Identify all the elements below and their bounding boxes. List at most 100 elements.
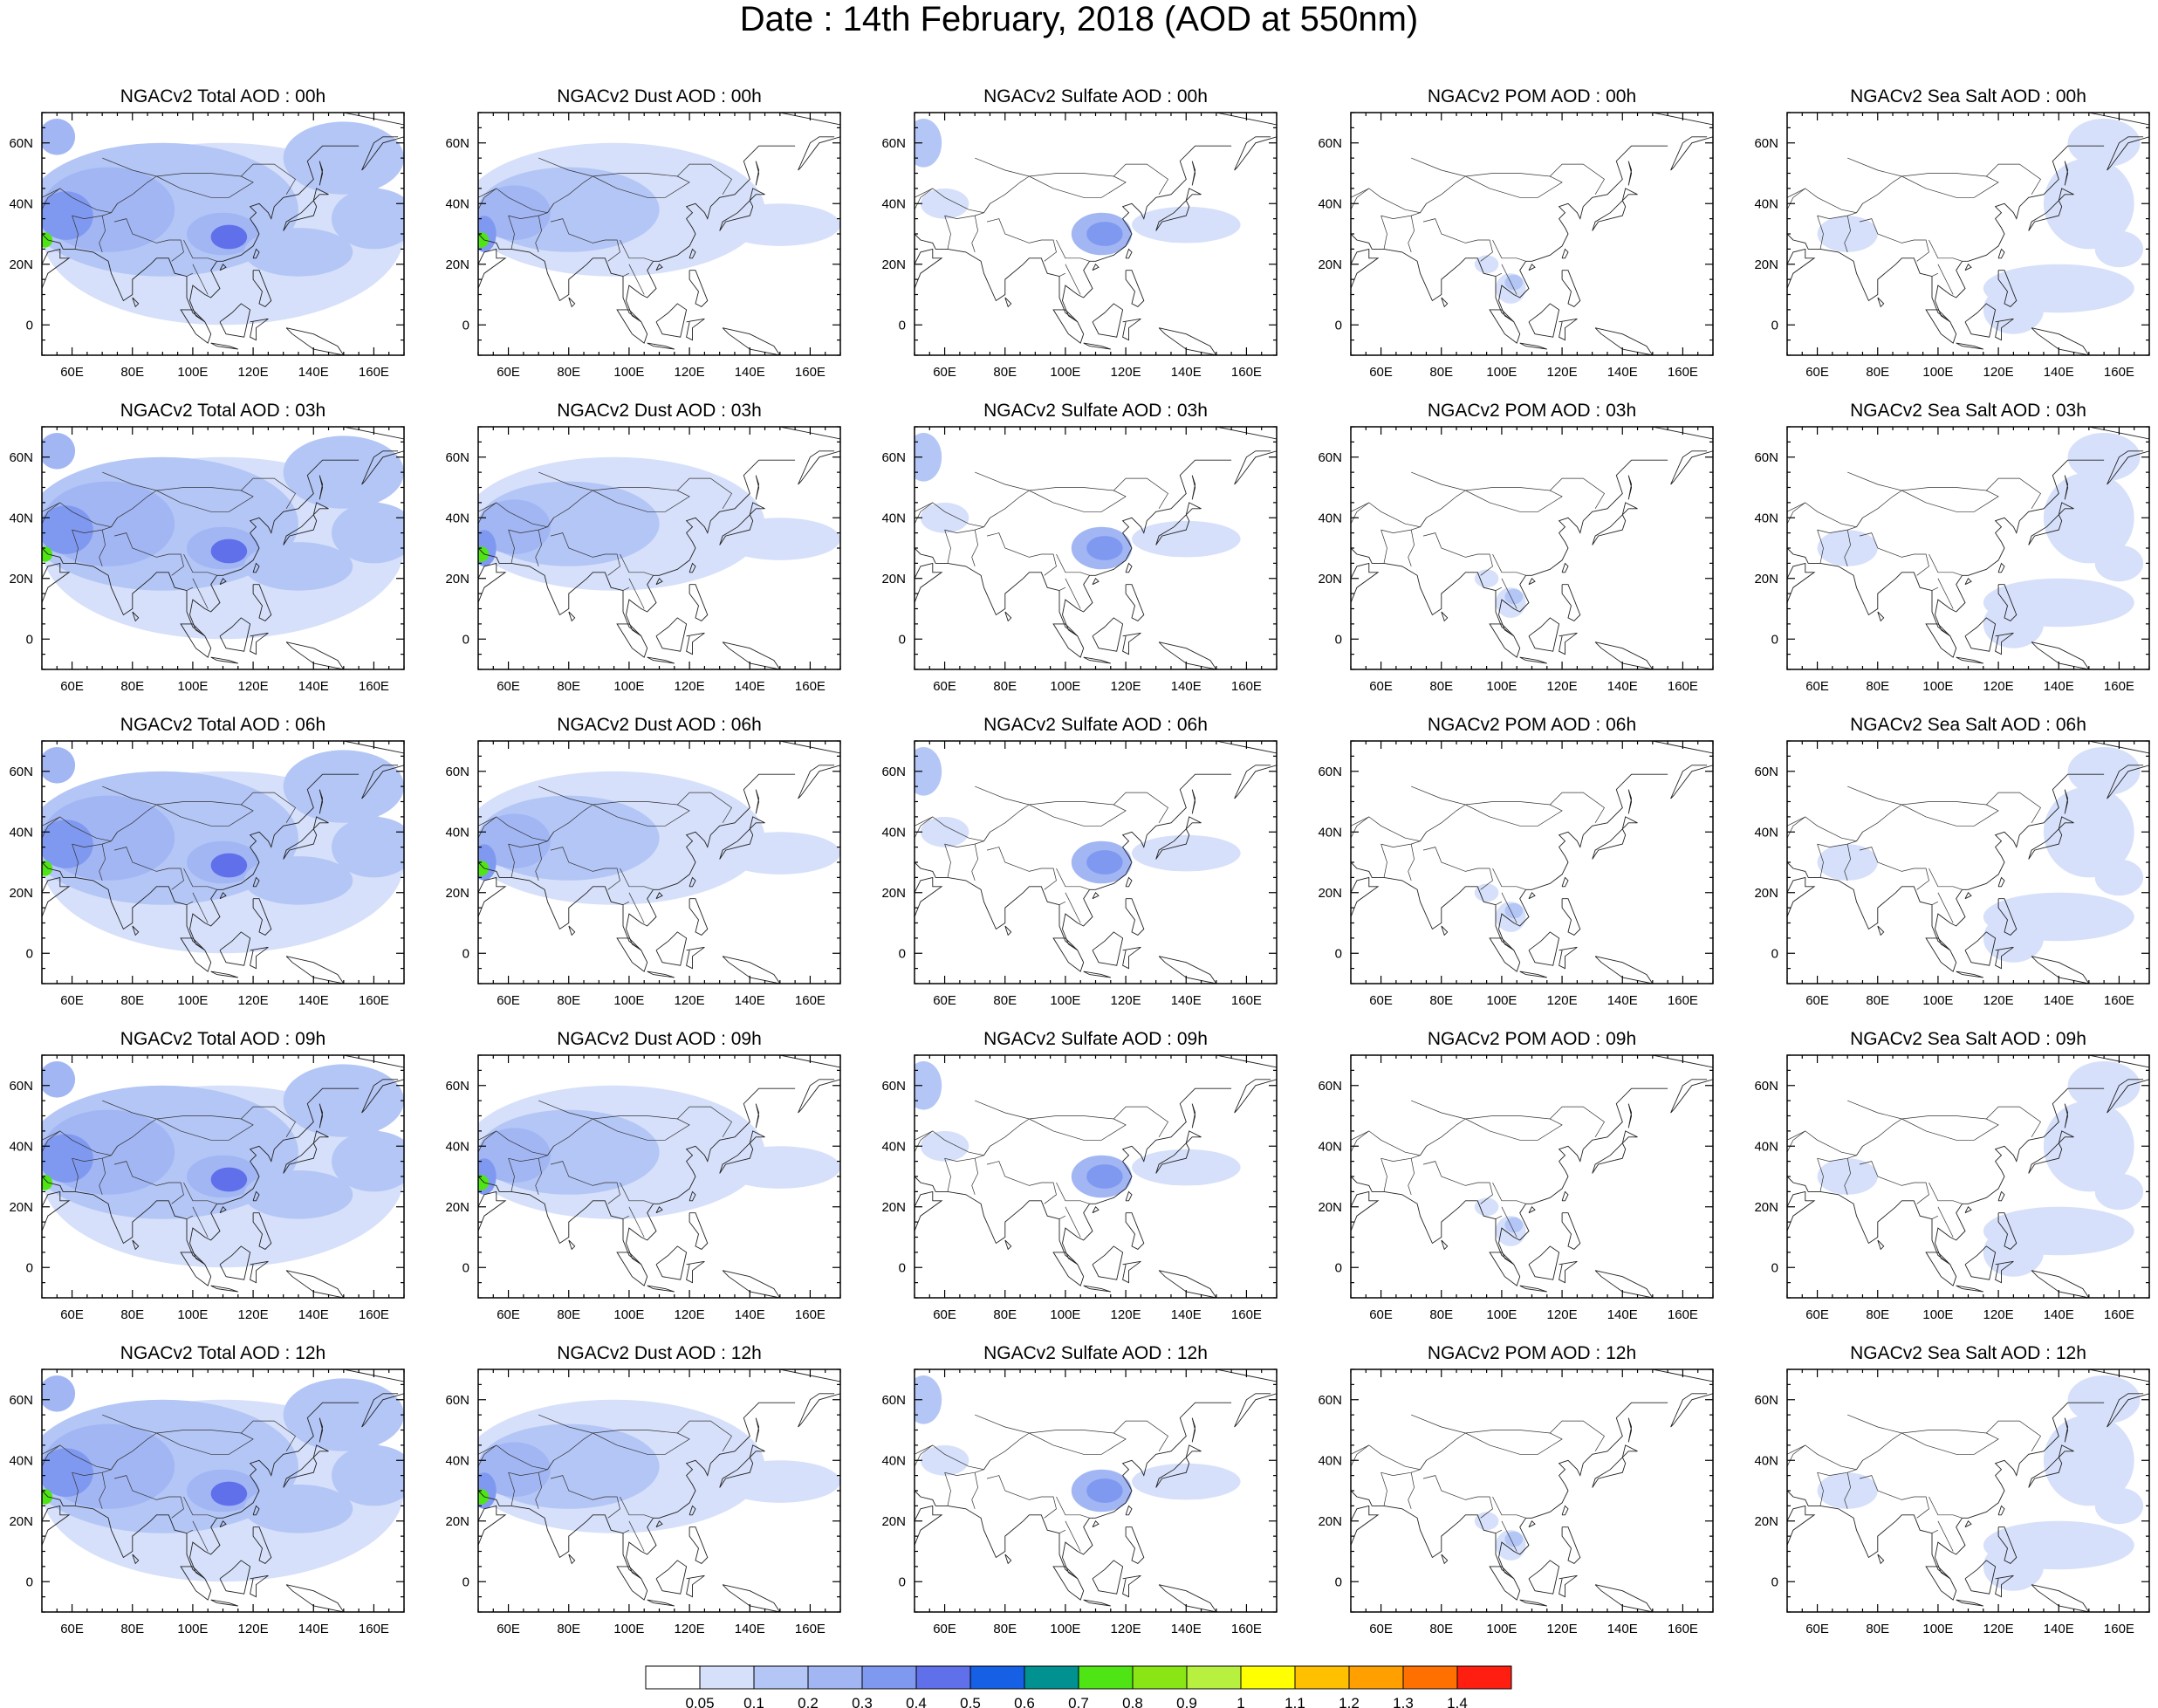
coastline — [1158, 327, 1217, 355]
coastline — [1956, 1285, 1983, 1293]
coastline — [1592, 816, 1638, 860]
coastline — [1351, 248, 1380, 289]
country-border — [1351, 502, 1370, 525]
country-border — [102, 1414, 296, 1451]
lon-tick-label: 60E — [497, 1622, 520, 1636]
country-border — [1847, 785, 2041, 823]
lon-tick-label: 160E — [795, 993, 826, 1008]
country-border — [113, 847, 184, 890]
coastlines — [1351, 1055, 1713, 1298]
coastline — [1234, 1079, 1277, 1114]
colorbar-label: 1.3 — [1393, 1695, 1414, 1708]
colorbar-swatch — [915, 1665, 971, 1690]
country-border — [620, 1496, 654, 1519]
coastline — [1561, 1190, 1569, 1202]
country-border — [620, 868, 654, 890]
lon-tick-label: 160E — [795, 365, 826, 380]
coastline — [1561, 1526, 1581, 1564]
country-border — [72, 529, 79, 564]
aod-contour — [478, 1489, 490, 1505]
aod-contour — [1086, 536, 1123, 560]
country-border — [1787, 816, 1806, 839]
country-border — [1495, 901, 1503, 906]
country-border — [42, 502, 61, 525]
colorbar-swatch — [1078, 1665, 1134, 1690]
lon-tick-label: 160E — [1668, 679, 1698, 694]
coastline — [1122, 946, 1141, 970]
coastline — [1594, 1270, 1654, 1298]
coastline — [647, 656, 675, 664]
country-border — [1501, 892, 1517, 923]
coastline — [1083, 1599, 1111, 1607]
coastline — [42, 1190, 71, 1231]
country-border — [593, 1118, 690, 1141]
coastline — [1594, 641, 1654, 669]
coastline — [132, 1554, 140, 1565]
country-border — [1901, 175, 1999, 198]
coastline — [250, 946, 269, 970]
country-border — [1411, 471, 1605, 509]
lon-tick-label: 80E — [993, 1622, 1017, 1636]
country-border — [1495, 272, 1503, 277]
lon-tick-label: 60E — [497, 1307, 520, 1322]
aod-contour — [42, 191, 93, 240]
lat-tick-label: 40N — [1754, 1453, 1778, 1468]
lat-tick-label: 40N — [1318, 1139, 1342, 1154]
lon-tick-label: 60E — [60, 993, 84, 1008]
lat-tick-label: 40N — [9, 1139, 33, 1154]
coastline — [285, 1270, 345, 1298]
coastline — [132, 1239, 140, 1251]
coastline — [1125, 1212, 1145, 1250]
lat-tick-label: 0 — [462, 318, 469, 333]
coastline — [686, 946, 705, 970]
coastline — [1964, 303, 1997, 338]
aod-contour — [42, 232, 53, 248]
lat-tick-label: 20N — [445, 886, 469, 901]
country-border — [1931, 901, 1939, 906]
country-border — [1501, 264, 1517, 295]
lat-tick-label: 40N — [445, 825, 469, 840]
coastline — [361, 1079, 404, 1114]
coastline — [755, 1103, 760, 1128]
coastline — [689, 1505, 696, 1516]
coastline — [689, 248, 696, 259]
lon-tick-label: 120E — [675, 679, 705, 694]
country-border — [538, 471, 732, 509]
aod-contour — [478, 1128, 551, 1183]
lat-tick-label: 60N — [881, 765, 906, 779]
aod-contour — [42, 546, 53, 562]
coastline — [798, 765, 840, 799]
map-panel: 60E 80E 100E 120E 140E 160E 60N 40N 20N 0 NGACv2 T… — [9, 86, 405, 380]
coastline — [1052, 309, 1085, 344]
coastline — [1877, 1554, 1885, 1565]
country-border — [944, 529, 951, 564]
lat-tick-label: 20N — [1318, 572, 1342, 586]
coastline — [219, 303, 251, 338]
lat-tick-label: 0 — [26, 1260, 33, 1275]
coastline — [647, 1599, 675, 1607]
coastline — [1004, 1554, 1012, 1565]
lat-tick-label: 20N — [445, 572, 469, 586]
country-border — [915, 188, 934, 210]
lon-tick-label: 140E — [1607, 679, 1638, 694]
coastline — [1997, 562, 2005, 573]
coastline — [722, 327, 781, 355]
aod-contour — [1504, 1531, 1524, 1547]
aod-contour — [1132, 206, 1241, 244]
country-border — [1844, 1472, 1851, 1509]
coastline — [655, 1206, 663, 1214]
country-border — [1492, 1182, 1526, 1204]
aod-contour — [1504, 274, 1524, 291]
coastline — [915, 1087, 1232, 1266]
colorbar-swatch — [753, 1665, 809, 1690]
map-panel: 60E 80E 100E 120E 140E 160E 60N 40N 20N 0 NGACv2 P… — [1318, 86, 1714, 380]
lon-tick-label: 120E — [1983, 365, 2014, 380]
lon-tick-label: 160E — [2104, 1307, 2134, 1322]
coastline — [719, 1130, 765, 1174]
coastline — [1092, 1560, 1124, 1595]
aod-contour — [2094, 230, 2144, 268]
lat-tick-label: 20N — [445, 1200, 469, 1215]
country-border — [1928, 868, 1963, 890]
country-border — [156, 490, 254, 512]
coastline — [2064, 1103, 2069, 1128]
